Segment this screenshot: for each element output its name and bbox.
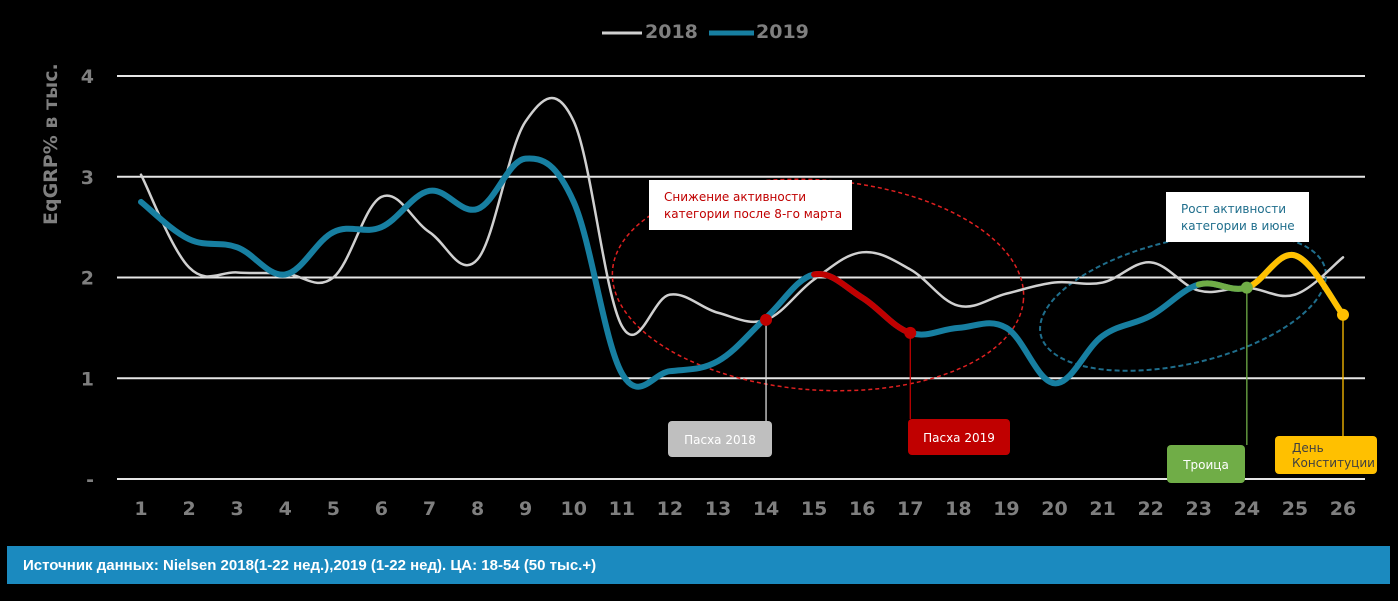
x-tick-label: 11: [609, 498, 635, 520]
legend-label-2019: 2019: [756, 21, 809, 43]
event-label-text: Конституции: [1292, 456, 1375, 470]
x-tick-label: 6: [375, 498, 388, 520]
x-tick-label: 23: [1186, 498, 1212, 520]
event-marker: [1337, 308, 1349, 321]
y-tick-label: 3: [81, 167, 94, 189]
event-label-text: Пасха 2018: [684, 433, 756, 447]
x-tick-label: 22: [1137, 498, 1163, 520]
event-marker: [760, 313, 773, 326]
event-label-text: День: [1292, 441, 1324, 455]
x-tick-label: 10: [560, 498, 586, 520]
event-label-box: [1275, 436, 1377, 474]
series-highlight-segment: [811, 271, 914, 336]
legend: 2018 2019: [602, 21, 809, 43]
series-highlight-segment: [1195, 280, 1250, 292]
event-marker: [904, 326, 917, 339]
x-tick-label: 24: [1234, 498, 1260, 520]
event-marker: [1240, 281, 1253, 294]
event-label-box: [1167, 445, 1245, 483]
annotation-ellipse-june: [1039, 232, 1327, 372]
x-tick-label: 1: [134, 498, 147, 520]
x-tick-label: 3: [231, 498, 244, 520]
x-tick-label: 12: [657, 498, 683, 520]
x-tick-label: 17: [897, 498, 923, 520]
event-label-box: [668, 421, 772, 457]
annotation-text: Рост активности: [1181, 202, 1286, 216]
series-highlight-segment: [1243, 251, 1346, 318]
x-tick-label: 26: [1330, 498, 1356, 520]
x-tick-labels: 1 2 3 4 5 6 7 8 9 10 11 12 13 14 15 16 17 18 19 20 21 22 23 24 2…: [134, 498, 1356, 520]
y-tick-labels: - 1 2 3 4: [81, 66, 94, 491]
series-line-2019: [138, 155, 1346, 390]
annotation-text: Снижение активности: [664, 190, 806, 204]
x-tick-label: 7: [423, 498, 436, 520]
x-tick-label: 4: [279, 498, 292, 520]
event-label-text: Троица: [1182, 458, 1229, 472]
x-tick-label: 13: [705, 498, 731, 520]
event-label-text: Пасха 2019: [923, 431, 995, 445]
x-tick-label: 5: [327, 498, 340, 520]
annotation-text: категории после 8-го марта: [664, 207, 842, 221]
x-tick-label: 19: [993, 498, 1019, 520]
y-tick-label: -: [86, 469, 94, 491]
y-tick-label: 2: [81, 268, 94, 290]
gridlines: [117, 75, 1365, 480]
x-tick-label: 20: [1041, 498, 1067, 520]
x-tick-label: 25: [1282, 498, 1308, 520]
annotation-box: [649, 180, 852, 230]
y-tick-label: 1: [81, 368, 94, 390]
source-text: Источник данных: Nielsen 2018(1-22 нед.)…: [23, 556, 597, 574]
annotation-text: категории в июне: [1181, 219, 1295, 233]
x-tick-label: 21: [1089, 498, 1115, 520]
annotation-boxes: Снижение активности категории после 8-го …: [649, 180, 1309, 242]
x-tick-label: 16: [849, 498, 875, 520]
x-tick-label: 18: [945, 498, 971, 520]
event-labels: Пасха 2018 Пасха 2019 Троица ДеньКонституци…: [668, 281, 1377, 483]
legend-label-2018: 2018: [645, 21, 698, 43]
x-tick-label: 8: [471, 498, 484, 520]
source-footer: Источник данных: Nielsen 2018(1-22 нед.)…: [7, 546, 1390, 584]
y-tick-label: 4: [81, 66, 94, 88]
x-tick-label: 15: [801, 498, 827, 520]
x-tick-label: 2: [182, 498, 195, 520]
y-axis-title: EqGRP% в тыс.: [40, 63, 62, 225]
annotation-box: [1166, 192, 1309, 242]
x-tick-label: 14: [753, 498, 779, 520]
series-line-2018: [139, 96, 1345, 336]
event-label-box: [908, 419, 1010, 455]
x-tick-label: 9: [519, 498, 532, 520]
series-lines: [138, 96, 1346, 390]
